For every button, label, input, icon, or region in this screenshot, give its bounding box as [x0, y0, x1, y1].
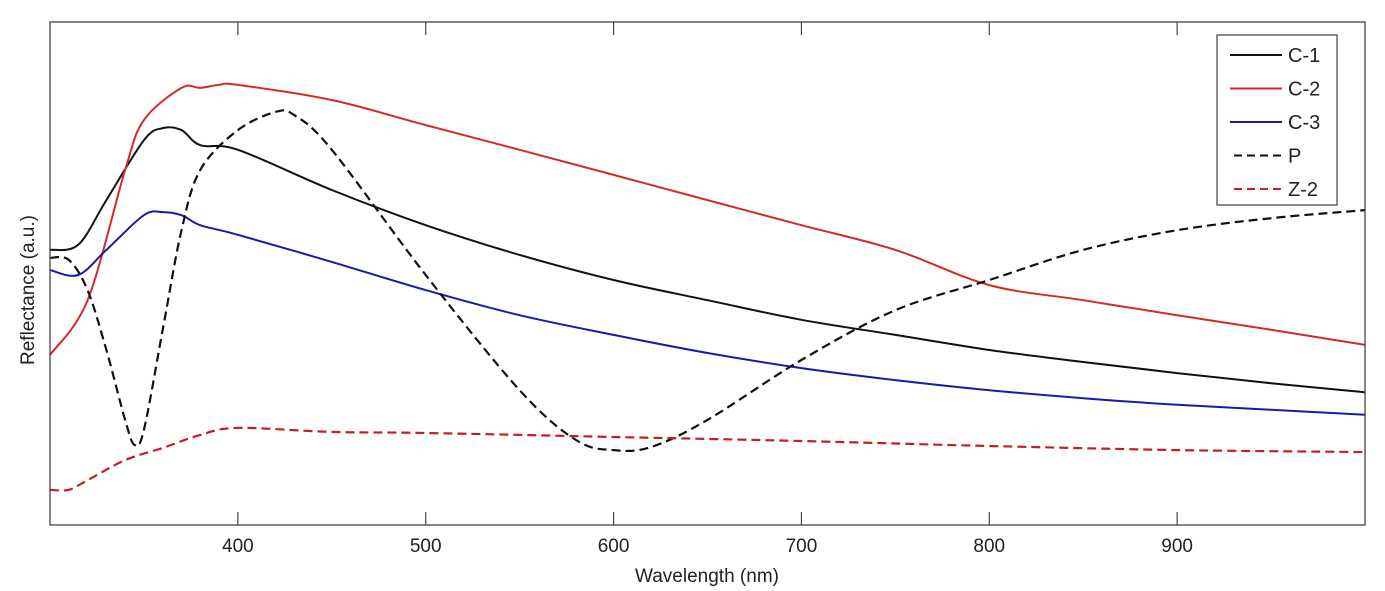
series-layer [49, 82, 1366, 492]
x-tick-label: 700 [786, 536, 818, 557]
x-tick-label: 800 [973, 536, 1005, 557]
legend: C-1 C-2 C-3 P Z-2 [1216, 34, 1338, 206]
plot-frame [49, 21, 1366, 526]
legend-box [1216, 34, 1338, 206]
legend-label: C-1 [1288, 45, 1320, 67]
x-tick-label: 900 [1161, 536, 1193, 557]
legend-label: C-3 [1288, 112, 1320, 134]
x-ticks: 400 500 600 700 800 900 [222, 22, 1193, 557]
legend-label: Z-2 [1288, 179, 1318, 201]
series-line-p [49, 109, 1366, 453]
x-tick-label: 600 [598, 536, 630, 557]
x-axis-label: Wavelength (nm) [635, 566, 779, 587]
x-tick-label: 500 [410, 536, 442, 557]
legend-label: P [1288, 146, 1301, 168]
y-axis-label: Reflectance (a.u.) [18, 215, 39, 365]
series-line-z-2 [49, 426, 1366, 492]
x-tick-label: 400 [222, 536, 254, 557]
series-line-c-3 [49, 210, 1366, 416]
series-line-c-1 [49, 126, 1366, 394]
series-line-c-2 [49, 82, 1366, 356]
legend-label: C-2 [1288, 79, 1320, 101]
